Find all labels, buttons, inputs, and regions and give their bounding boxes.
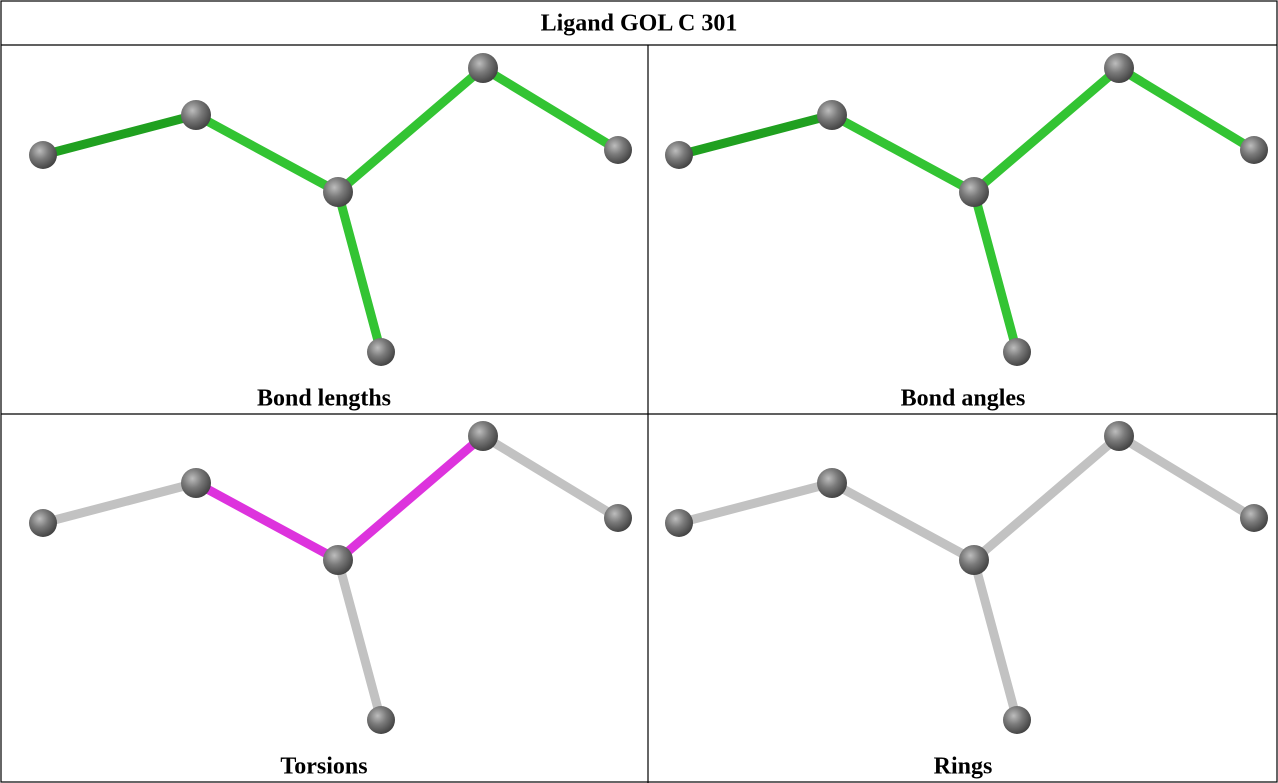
bond	[679, 115, 832, 155]
bond	[832, 483, 974, 560]
bond	[483, 436, 618, 518]
panel-caption: Torsions	[280, 754, 367, 780]
atom	[1003, 706, 1031, 734]
atom	[817, 100, 847, 130]
bond	[43, 483, 196, 523]
atom	[1104, 421, 1134, 451]
panel-caption: Rings	[934, 754, 993, 780]
atom	[665, 141, 693, 169]
atom	[29, 141, 57, 169]
atom	[181, 100, 211, 130]
atom	[323, 545, 353, 575]
figure: Ligand GOL C 301 Bond lengths Bond angles…	[0, 0, 1278, 783]
atom	[29, 509, 57, 537]
atom	[959, 177, 989, 207]
bond	[43, 115, 196, 155]
panel-caption: Bond angles	[901, 386, 1026, 412]
atom	[1104, 53, 1134, 83]
molecule-panel	[29, 53, 632, 366]
bond	[974, 192, 1017, 352]
atom	[665, 509, 693, 537]
bond	[1119, 68, 1254, 150]
atom	[468, 53, 498, 83]
atom	[604, 504, 632, 532]
panel-caption: Bond lengths	[257, 386, 391, 412]
atom	[367, 706, 395, 734]
bond	[338, 192, 381, 352]
bond	[196, 115, 338, 192]
table-title: Ligand GOL C 301	[541, 11, 738, 37]
bond	[974, 436, 1119, 560]
bond	[832, 115, 974, 192]
bond	[338, 436, 483, 560]
atom	[1003, 338, 1031, 366]
atom	[1240, 504, 1268, 532]
bond	[196, 483, 338, 560]
atom	[604, 136, 632, 164]
molecule-panel	[29, 421, 632, 734]
atom	[323, 177, 353, 207]
atom	[181, 468, 211, 498]
bond	[679, 483, 832, 523]
atom	[817, 468, 847, 498]
molecule-panel	[665, 421, 1268, 734]
atom	[468, 421, 498, 451]
page: Ligand GOL C 301 Bond lengths Bond angles…	[0, 0, 1278, 783]
atom	[959, 545, 989, 575]
bond	[483, 68, 618, 150]
bond	[338, 68, 483, 192]
atom	[1240, 136, 1268, 164]
bond	[974, 68, 1119, 192]
molecule-panel	[665, 53, 1268, 366]
atom	[367, 338, 395, 366]
bond	[338, 560, 381, 720]
bond	[1119, 436, 1254, 518]
bond	[974, 560, 1017, 720]
